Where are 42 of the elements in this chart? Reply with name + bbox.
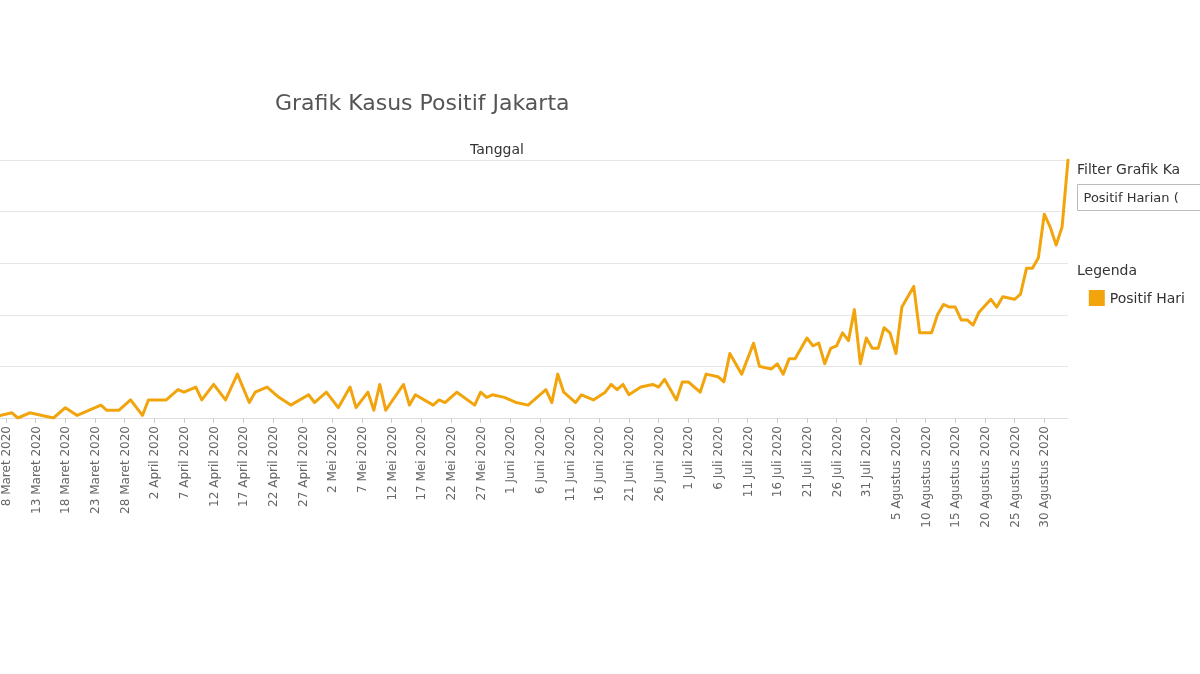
x-tick-label: 12 April 2020: [206, 426, 221, 507]
x-tick-label: 7 Mei 2020: [354, 426, 369, 493]
x-tick-label: 12 Mei 2020: [384, 426, 399, 501]
x-tick-label: 22 Mei 2020: [443, 426, 458, 501]
x-tick-label: 18 Maret 2020: [58, 426, 73, 514]
x-tick-label: 20 Agustus 2020: [977, 426, 992, 528]
x-axis-title: Tanggal: [469, 141, 524, 157]
x-tick-label: 5 Agustus 2020: [888, 426, 903, 521]
x-tick-label: 28 Maret 2020: [117, 426, 132, 514]
x-tick-label: 17 Mei 2020: [414, 426, 429, 501]
x-tick-label: 7 April 2020: [176, 426, 191, 500]
x-tick-label: 17 April 2020: [236, 426, 251, 507]
x-tick-label: 8 Maret 2020: [0, 426, 13, 507]
x-tick-label: 26 Juli 2020: [829, 426, 844, 498]
x-tick-label: 27 Mei 2020: [473, 426, 488, 501]
x-tick-label: 16 Juli 2020: [770, 426, 785, 498]
x-tick-label: 6 Juni 2020: [532, 426, 547, 494]
x-tick-label: 2 Mei 2020: [325, 426, 340, 493]
x-tick-label: 13 Maret 2020: [28, 426, 43, 514]
x-tick-label: 1 Juli 2020: [681, 426, 696, 490]
x-tick-label: 30 Agustus 2020: [1037, 426, 1052, 528]
x-tick-label: 22 April 2020: [265, 426, 280, 507]
x-tick-label: 1 Juni 2020: [503, 426, 518, 494]
x-tick-label: 6 Juli 2020: [710, 426, 725, 490]
x-tick-label: 31 Juli 2020: [859, 426, 874, 498]
x-tick-label: 25 Agustus 2020: [1007, 426, 1022, 528]
x-tick-label: 11 Juli 2020: [740, 426, 755, 498]
x-tick-label: 15 Agustus 2020: [948, 426, 963, 528]
x-tick-label: 21 Juli 2020: [799, 426, 814, 498]
text: Positif Harian (: [1083, 189, 1179, 205]
legend-title: Legenda: [1077, 262, 1138, 278]
x-tick-label: 10 Agustus 2020: [918, 426, 933, 528]
x-tick-label: 27 April 2020: [295, 426, 310, 507]
x-tick-label: 11 Juni 2020: [562, 426, 577, 502]
x-tick-label: 23 Maret 2020: [87, 426, 102, 514]
legend-label: Positif Hari: [1109, 290, 1185, 306]
x-tick-label: 26 Juni 2020: [651, 426, 666, 502]
text: Filter Grafik Ka: [1077, 161, 1181, 177]
chart-title: Grafik Kasus Positif Jakarta: [275, 89, 570, 115]
x-tick-label: 16 Juni 2020: [592, 426, 607, 502]
x-tick-label: 21 Juni 2020: [621, 426, 636, 502]
x-tick-label: 2 April 2020: [147, 426, 162, 500]
